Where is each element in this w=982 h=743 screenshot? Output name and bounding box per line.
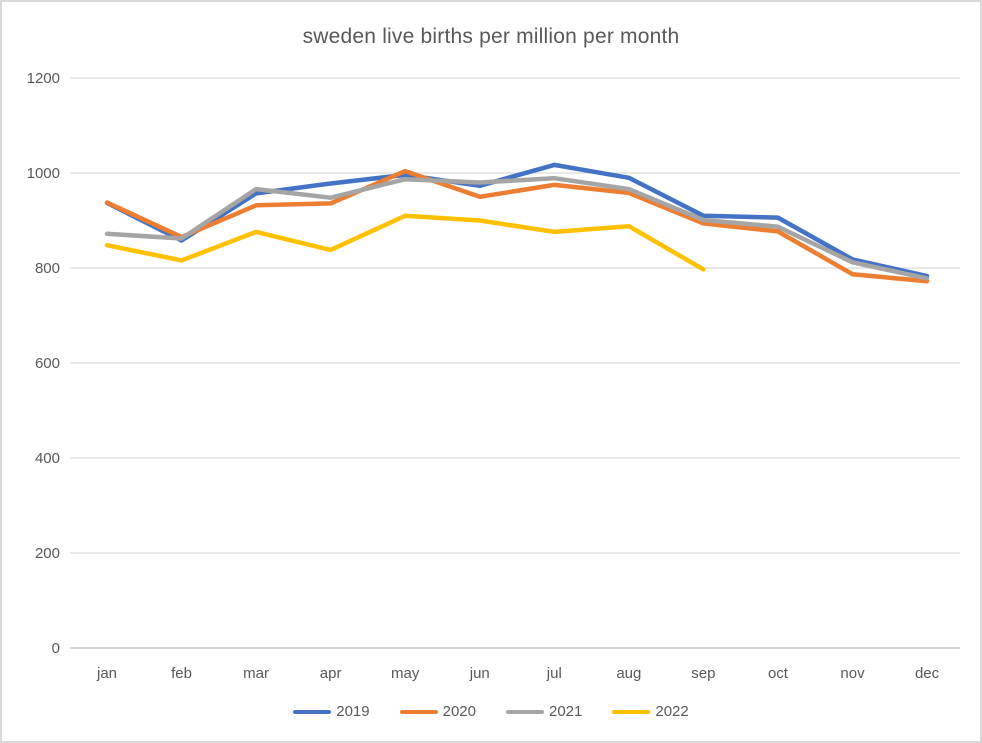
x-tick-label-jan: jan: [96, 665, 117, 682]
x-tick-label-dec: dec: [915, 665, 940, 682]
legend-item-2021[interactable]: 2021: [506, 703, 582, 720]
legend-label-2021: 2021: [549, 703, 583, 720]
y-tick-label-600: 600: [35, 355, 60, 372]
legend-item-2019[interactable]: 2019: [293, 703, 370, 720]
y-tick-label-400: 400: [35, 450, 60, 467]
legend: 2019 2020 2021 2022: [2, 703, 980, 720]
x-tick-label-apr: apr: [320, 665, 342, 682]
legend-item-2020[interactable]: 2020: [399, 703, 476, 720]
x-tick-label-feb: feb: [171, 665, 192, 682]
legend-marker-2020: [399, 709, 438, 714]
legend-label-2022: 2022: [655, 703, 689, 720]
x-tick-label-oct: oct: [768, 665, 789, 682]
x-tick-label-may: may: [391, 665, 420, 682]
legend-marker-2019: [293, 709, 332, 714]
series-line-2022: [104, 213, 706, 272]
y-tick-label-1000: 1000: [27, 165, 60, 182]
series-line-2019: [104, 162, 930, 279]
chart-title: sweden live births per million per month: [302, 25, 680, 48]
series-line-2020: [104, 168, 930, 284]
y-tick-label-800: 800: [35, 260, 60, 277]
y-tick-label-1200: 1200: [27, 70, 60, 87]
y-tick-label-0: 0: [52, 640, 60, 657]
x-tick-label-nov: nov: [840, 665, 865, 682]
x-tick-label-mar: mar: [243, 665, 269, 682]
x-tick-label-sep: sep: [691, 665, 715, 682]
legend-item-2022[interactable]: 2022: [612, 703, 689, 720]
x-tick-label-jun: jun: [469, 665, 490, 682]
legend-label-2019: 2019: [336, 703, 370, 720]
x-tick-label-jul: jul: [546, 665, 562, 682]
y-tick-label-200: 200: [35, 545, 60, 562]
legend-label-2020: 2020: [442, 703, 476, 720]
legend-marker-2021: [506, 709, 544, 714]
legend-marker-2022: [612, 709, 651, 714]
x-tick-label-aug: aug: [616, 665, 641, 682]
series-line-2021: [104, 175, 930, 281]
